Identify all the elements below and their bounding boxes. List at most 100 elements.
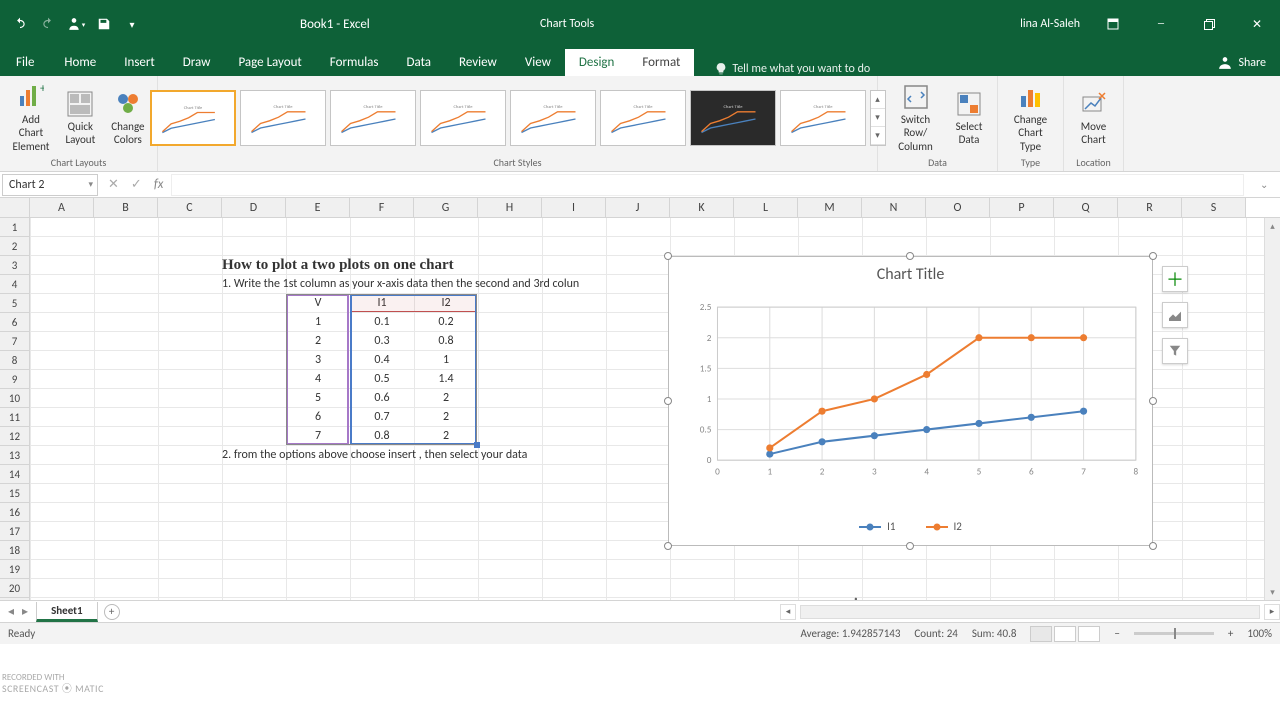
chart-styles-button[interactable] <box>1162 302 1188 328</box>
formula-input[interactable] <box>171 174 1244 196</box>
spreadsheet-grid[interactable]: ABCDEFGHIJKLMNOPQRS 12345678910111213141… <box>0 198 1280 600</box>
row-header[interactable]: 3 <box>0 256 30 275</box>
row-header[interactable]: 15 <box>0 484 30 503</box>
column-header[interactable]: O <box>926 198 990 217</box>
row-header[interactable]: 11 <box>0 408 30 427</box>
vertical-scrollbar[interactable]: ▴ ▾ <box>1264 218 1280 600</box>
column-header[interactable]: D <box>222 198 286 217</box>
minimize-button[interactable]: ─ <box>1138 8 1184 40</box>
tell-me[interactable]: Tell me what you want to do <box>714 62 870 76</box>
row-header[interactable]: 16 <box>0 503 30 522</box>
maximize-button[interactable] <box>1186 8 1232 40</box>
column-header[interactable]: H <box>478 198 542 217</box>
column-header[interactable]: A <box>30 198 94 217</box>
hscroll-right-icon[interactable]: ▸ <box>1264 604 1280 620</box>
row-header[interactable]: 17 <box>0 522 30 541</box>
zoom-out-button[interactable]: − <box>1114 627 1119 640</box>
tab-review[interactable]: Review <box>445 49 511 76</box>
sheet-tab[interactable]: Sheet1 <box>36 602 98 622</box>
sheet-nav-next-icon[interactable]: ▸ <box>22 604 28 619</box>
legend-item[interactable]: I1 <box>859 520 895 533</box>
column-header[interactable]: Q <box>1054 198 1118 217</box>
column-header[interactable]: L <box>734 198 798 217</box>
normal-view-button[interactable] <box>1030 626 1052 642</box>
column-header[interactable]: P <box>990 198 1054 217</box>
column-header[interactable]: B <box>94 198 158 217</box>
chart-style-3[interactable]: Chart Title <box>330 90 416 146</box>
chart-filters-button[interactable] <box>1162 338 1188 364</box>
chart-legend[interactable]: I1 I2 <box>669 520 1152 533</box>
page-layout-view-button[interactable] <box>1054 626 1076 642</box>
row-header[interactable]: 20 <box>0 579 30 598</box>
chart-elements-button[interactable]: ＋ <box>1162 266 1188 292</box>
change-chart-type-button[interactable]: Change Chart Type <box>1006 81 1055 155</box>
row-header[interactable]: 6 <box>0 313 30 332</box>
new-sheet-button[interactable]: + <box>104 604 120 620</box>
row-header[interactable]: 10 <box>0 389 30 408</box>
tab-formulas[interactable]: Formulas <box>316 49 393 76</box>
tab-data[interactable]: Data <box>393 49 446 76</box>
redo-button[interactable] <box>34 10 62 38</box>
share-button[interactable]: Share <box>1204 50 1280 76</box>
add-chart-element-button[interactable]: + Add Chart Element <box>6 81 55 155</box>
cell[interactable]: 2. from the options above choose insert … <box>222 446 722 465</box>
cancel-formula-icon[interactable]: ✕ <box>108 177 119 192</box>
column-header[interactable]: I <box>542 198 606 217</box>
column-header[interactable]: F <box>350 198 414 217</box>
chart-style-7[interactable]: Chart Title <box>690 90 776 146</box>
row-header[interactable]: 9 <box>0 370 30 389</box>
row-header[interactable]: 18 <box>0 541 30 560</box>
chart-style-8[interactable]: Chart Title <box>780 90 866 146</box>
tab-view[interactable]: View <box>511 49 565 76</box>
page-break-view-button[interactable] <box>1078 626 1100 642</box>
column-header[interactable]: K <box>670 198 734 217</box>
sheet-nav-prev-icon[interactable]: ◂ <box>8 604 14 619</box>
column-header[interactable]: C <box>158 198 222 217</box>
column-header[interactable]: M <box>798 198 862 217</box>
legend-item[interactable]: I2 <box>926 520 962 533</box>
tab-draw[interactable]: Draw <box>169 49 225 76</box>
chart-style-2[interactable]: Chart Title <box>240 90 326 146</box>
touch-mode-button[interactable]: ▾ <box>62 10 90 38</box>
chart-title[interactable]: Chart Title <box>669 257 1152 288</box>
select-data-button[interactable]: Select Data <box>949 88 989 148</box>
ribbon-display-button[interactable] <box>1090 8 1136 40</box>
fx-icon[interactable]: fx <box>154 177 164 192</box>
row-header[interactable]: 21 <box>0 598 30 600</box>
file-tab[interactable]: File <box>0 49 50 76</box>
expand-formula-bar-icon[interactable]: ⌄ <box>1260 178 1276 191</box>
row-header[interactable]: 5 <box>0 294 30 313</box>
zoom-in-button[interactable]: + <box>1228 627 1233 640</box>
row-header[interactable]: 19 <box>0 560 30 579</box>
row-header[interactable]: 14 <box>0 465 30 484</box>
save-button[interactable] <box>90 10 118 38</box>
chart-style-4[interactable]: Chart Title <box>420 90 506 146</box>
cell[interactable]: 1. Write the 1st column as your x-axis d… <box>222 275 722 294</box>
select-all-corner[interactable] <box>0 198 30 217</box>
row-header[interactable]: 8 <box>0 351 30 370</box>
cell[interactable]: How to plot a two plots on one chart <box>222 256 622 275</box>
switch-row-column-button[interactable]: Switch Row/ Column <box>886 81 945 155</box>
column-header[interactable]: S <box>1182 198 1246 217</box>
row-header[interactable]: 2 <box>0 237 30 256</box>
zoom-level[interactable]: 100% <box>1247 627 1272 640</box>
tab-home[interactable]: Home <box>50 49 110 76</box>
customize-qat-button[interactable]: ▾ <box>118 10 146 38</box>
tab-format[interactable]: Format <box>628 49 694 76</box>
row-header[interactable]: 4 <box>0 275 30 294</box>
move-chart-button[interactable]: Move Chart <box>1072 88 1115 148</box>
chart-object[interactable]: Chart Title 00.511.522.5012345678 I1I2 <box>668 256 1153 546</box>
column-header[interactable]: R <box>1118 198 1182 217</box>
row-header[interactable]: 1 <box>0 218 30 237</box>
tab-page-layout[interactable]: Page Layout <box>224 49 315 76</box>
column-header[interactable]: G <box>414 198 478 217</box>
tab-design[interactable]: Design <box>565 49 628 76</box>
chart-style-6[interactable]: Chart Title <box>600 90 686 146</box>
hscroll-left-icon[interactable]: ◂ <box>780 604 796 620</box>
chart-style-1[interactable]: Chart Title <box>150 90 236 146</box>
zoom-slider[interactable] <box>1134 632 1214 635</box>
column-header[interactable]: E <box>286 198 350 217</box>
column-header[interactable]: J <box>606 198 670 217</box>
row-header[interactable]: 12 <box>0 427 30 446</box>
quick-layout-button[interactable]: Quick Layout <box>59 88 101 148</box>
